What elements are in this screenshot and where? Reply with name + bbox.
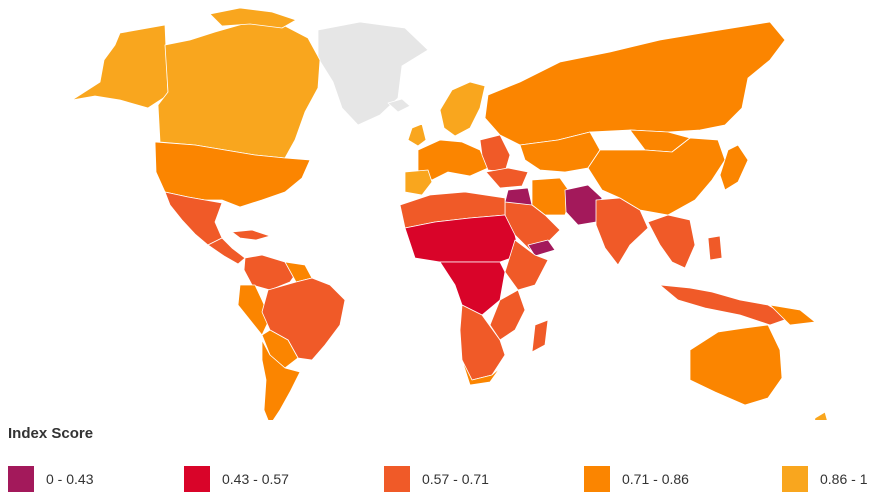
region-alaska[interactable] [71,24,169,109]
legend-item-2[interactable]: 0.57 - 0.71 [384,466,489,492]
region-madagascar[interactable] [531,319,549,353]
region-uk-ireland[interactable] [407,123,427,147]
region-southeast-asia[interactable] [647,214,696,269]
region-australia[interactable] [689,324,783,406]
legend-label-3: 0.71 - 0.86 [622,471,689,487]
legend-item-4[interactable]: 0.86 - 1 [782,466,867,492]
legend-swatch-4 [782,466,808,492]
region-russia[interactable] [484,21,786,146]
region-south-africa[interactable] [461,359,501,386]
legend-item-3[interactable]: 0.71 - 0.86 [584,466,689,492]
region-iceland[interactable] [387,98,411,113]
region-canada[interactable] [157,21,321,159]
legend-item-0[interactable]: 0 - 0.43 [8,466,93,492]
legend-title: Index Score [8,425,94,442]
legend-label-0: 0 - 0.43 [46,471,94,487]
region-argentina-chile[interactable] [261,339,301,420]
legend-swatch-3 [584,466,610,492]
legend-swatch-0 [8,466,34,492]
legend-label-1: 0.43 - 0.57 [222,471,289,487]
region-iberia[interactable] [404,169,433,196]
region-korea-japan[interactable] [719,144,749,191]
legend-swatch-1 [184,466,210,492]
legend-swatch-2 [384,466,410,492]
region-central-africa[interactable] [439,261,506,316]
region-ecuador-peru[interactable] [237,284,271,336]
legend-label-2: 0.57 - 0.71 [422,471,489,487]
region-new-zealand[interactable] [812,411,830,420]
region-scandinavia[interactable] [439,81,486,137]
legend: 0 - 0.43 0.43 - 0.57 0.57 - 0.71 0.71 - … [8,466,882,492]
region-turkey-levant[interactable] [485,167,529,189]
region-caribbean[interactable] [231,229,271,241]
legend-label-4: 0.86 - 1 [820,471,868,487]
region-greenland[interactable] [317,21,429,126]
world-map [71,7,830,420]
region-east-africa[interactable] [489,289,526,341]
legend-item-1[interactable]: 0.43 - 0.57 [184,466,289,492]
region-canada-islands[interactable] [209,7,297,29]
region-papua[interactable] [769,304,816,326]
region-yemen[interactable] [527,239,556,257]
region-china[interactable] [587,137,726,216]
region-philippines[interactable] [707,235,723,261]
region-central-america[interactable] [207,237,246,265]
